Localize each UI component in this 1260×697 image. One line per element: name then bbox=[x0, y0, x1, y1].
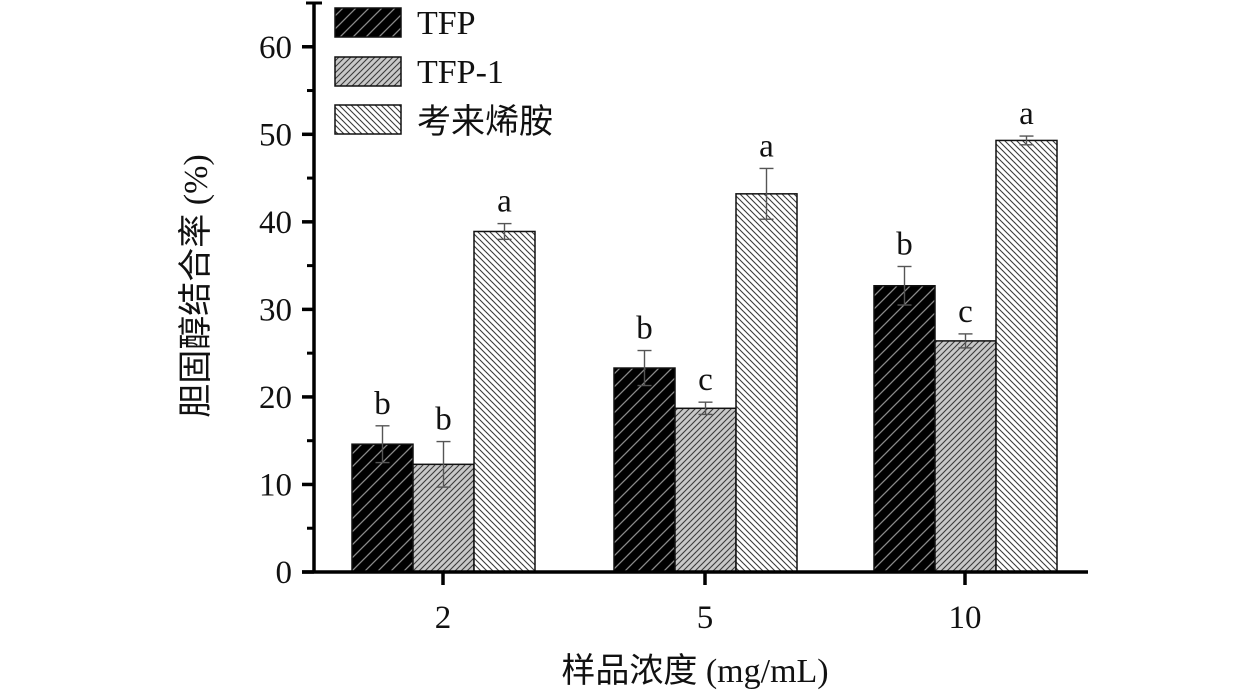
x-tick-label: 5 bbox=[697, 600, 714, 636]
y-tick-label: 30 bbox=[259, 292, 292, 328]
axes: 0 10 20 30 40 50 60 2 5 10 bbox=[259, 1, 1088, 636]
error-bar bbox=[958, 333, 973, 349]
legend-label-cholestyramine: 考来烯胺 bbox=[417, 103, 553, 141]
y-axis-title: 胆固醇结合率 (%) bbox=[177, 154, 215, 417]
y-tick-label: 10 bbox=[259, 467, 292, 503]
legend-swatch-tfp bbox=[334, 7, 402, 38]
significance-label: a bbox=[1019, 96, 1034, 132]
significance-label: a bbox=[497, 184, 512, 220]
bar---2 bbox=[473, 230, 536, 573]
legend-label-tfp-1: TFP-1 bbox=[417, 54, 504, 91]
error-bar bbox=[897, 265, 912, 306]
legend-item-tfp: TFP bbox=[334, 5, 476, 42]
error-bar bbox=[698, 401, 713, 416]
significance-label: a bbox=[759, 128, 774, 164]
legend-item-cholestyramine: 考来烯胺 bbox=[334, 103, 553, 141]
significance-label: b bbox=[896, 226, 913, 262]
bar---10 bbox=[995, 139, 1058, 573]
error-bar bbox=[637, 349, 652, 387]
bar-tfp-10 bbox=[873, 284, 936, 573]
y-tick-label: 50 bbox=[259, 117, 292, 153]
y-tick-label: 20 bbox=[259, 380, 292, 416]
legend-label-tfp: TFP bbox=[417, 5, 476, 42]
significance-labels-layer: b b b b c c a a a bbox=[374, 96, 1034, 438]
legend-item-tfp-1: TFP-1 bbox=[334, 54, 504, 91]
bar-tfp-5 bbox=[613, 367, 676, 573]
x-ticks: 2 5 10 bbox=[435, 572, 982, 636]
y-ticks: 0 10 20 30 40 50 60 bbox=[259, 30, 314, 591]
y-tick-label: 60 bbox=[259, 30, 292, 66]
legend: TFP TFP-1 考来烯胺 bbox=[334, 5, 553, 141]
bar-tfp-1-5 bbox=[674, 407, 737, 573]
bar-tfp-2 bbox=[351, 443, 414, 573]
legend-swatch-cholestyramine bbox=[334, 104, 402, 135]
x-tick-label: 2 bbox=[435, 600, 452, 636]
significance-label: b bbox=[374, 386, 391, 422]
significance-label: c bbox=[958, 294, 973, 330]
significance-label: b bbox=[435, 402, 452, 438]
bar---5 bbox=[735, 193, 798, 573]
error-bar bbox=[436, 440, 451, 488]
significance-label: c bbox=[698, 362, 713, 398]
error-bars-layer bbox=[375, 135, 1034, 488]
legend-swatch-tfp-1 bbox=[334, 56, 402, 87]
error-bar bbox=[759, 167, 774, 220]
error-bar bbox=[375, 425, 390, 464]
error-bar bbox=[1019, 135, 1034, 146]
error-bar bbox=[497, 222, 512, 241]
y-tick-label: 40 bbox=[259, 205, 292, 241]
x-tick-label: 10 bbox=[949, 600, 982, 636]
bars-layer bbox=[351, 139, 1058, 573]
x-axis-title: 样品浓度 (mg/mL) bbox=[561, 652, 828, 690]
bar-tfp-1-10 bbox=[934, 340, 997, 573]
significance-label: b bbox=[636, 311, 653, 347]
y-tick-label: 0 bbox=[276, 555, 293, 591]
